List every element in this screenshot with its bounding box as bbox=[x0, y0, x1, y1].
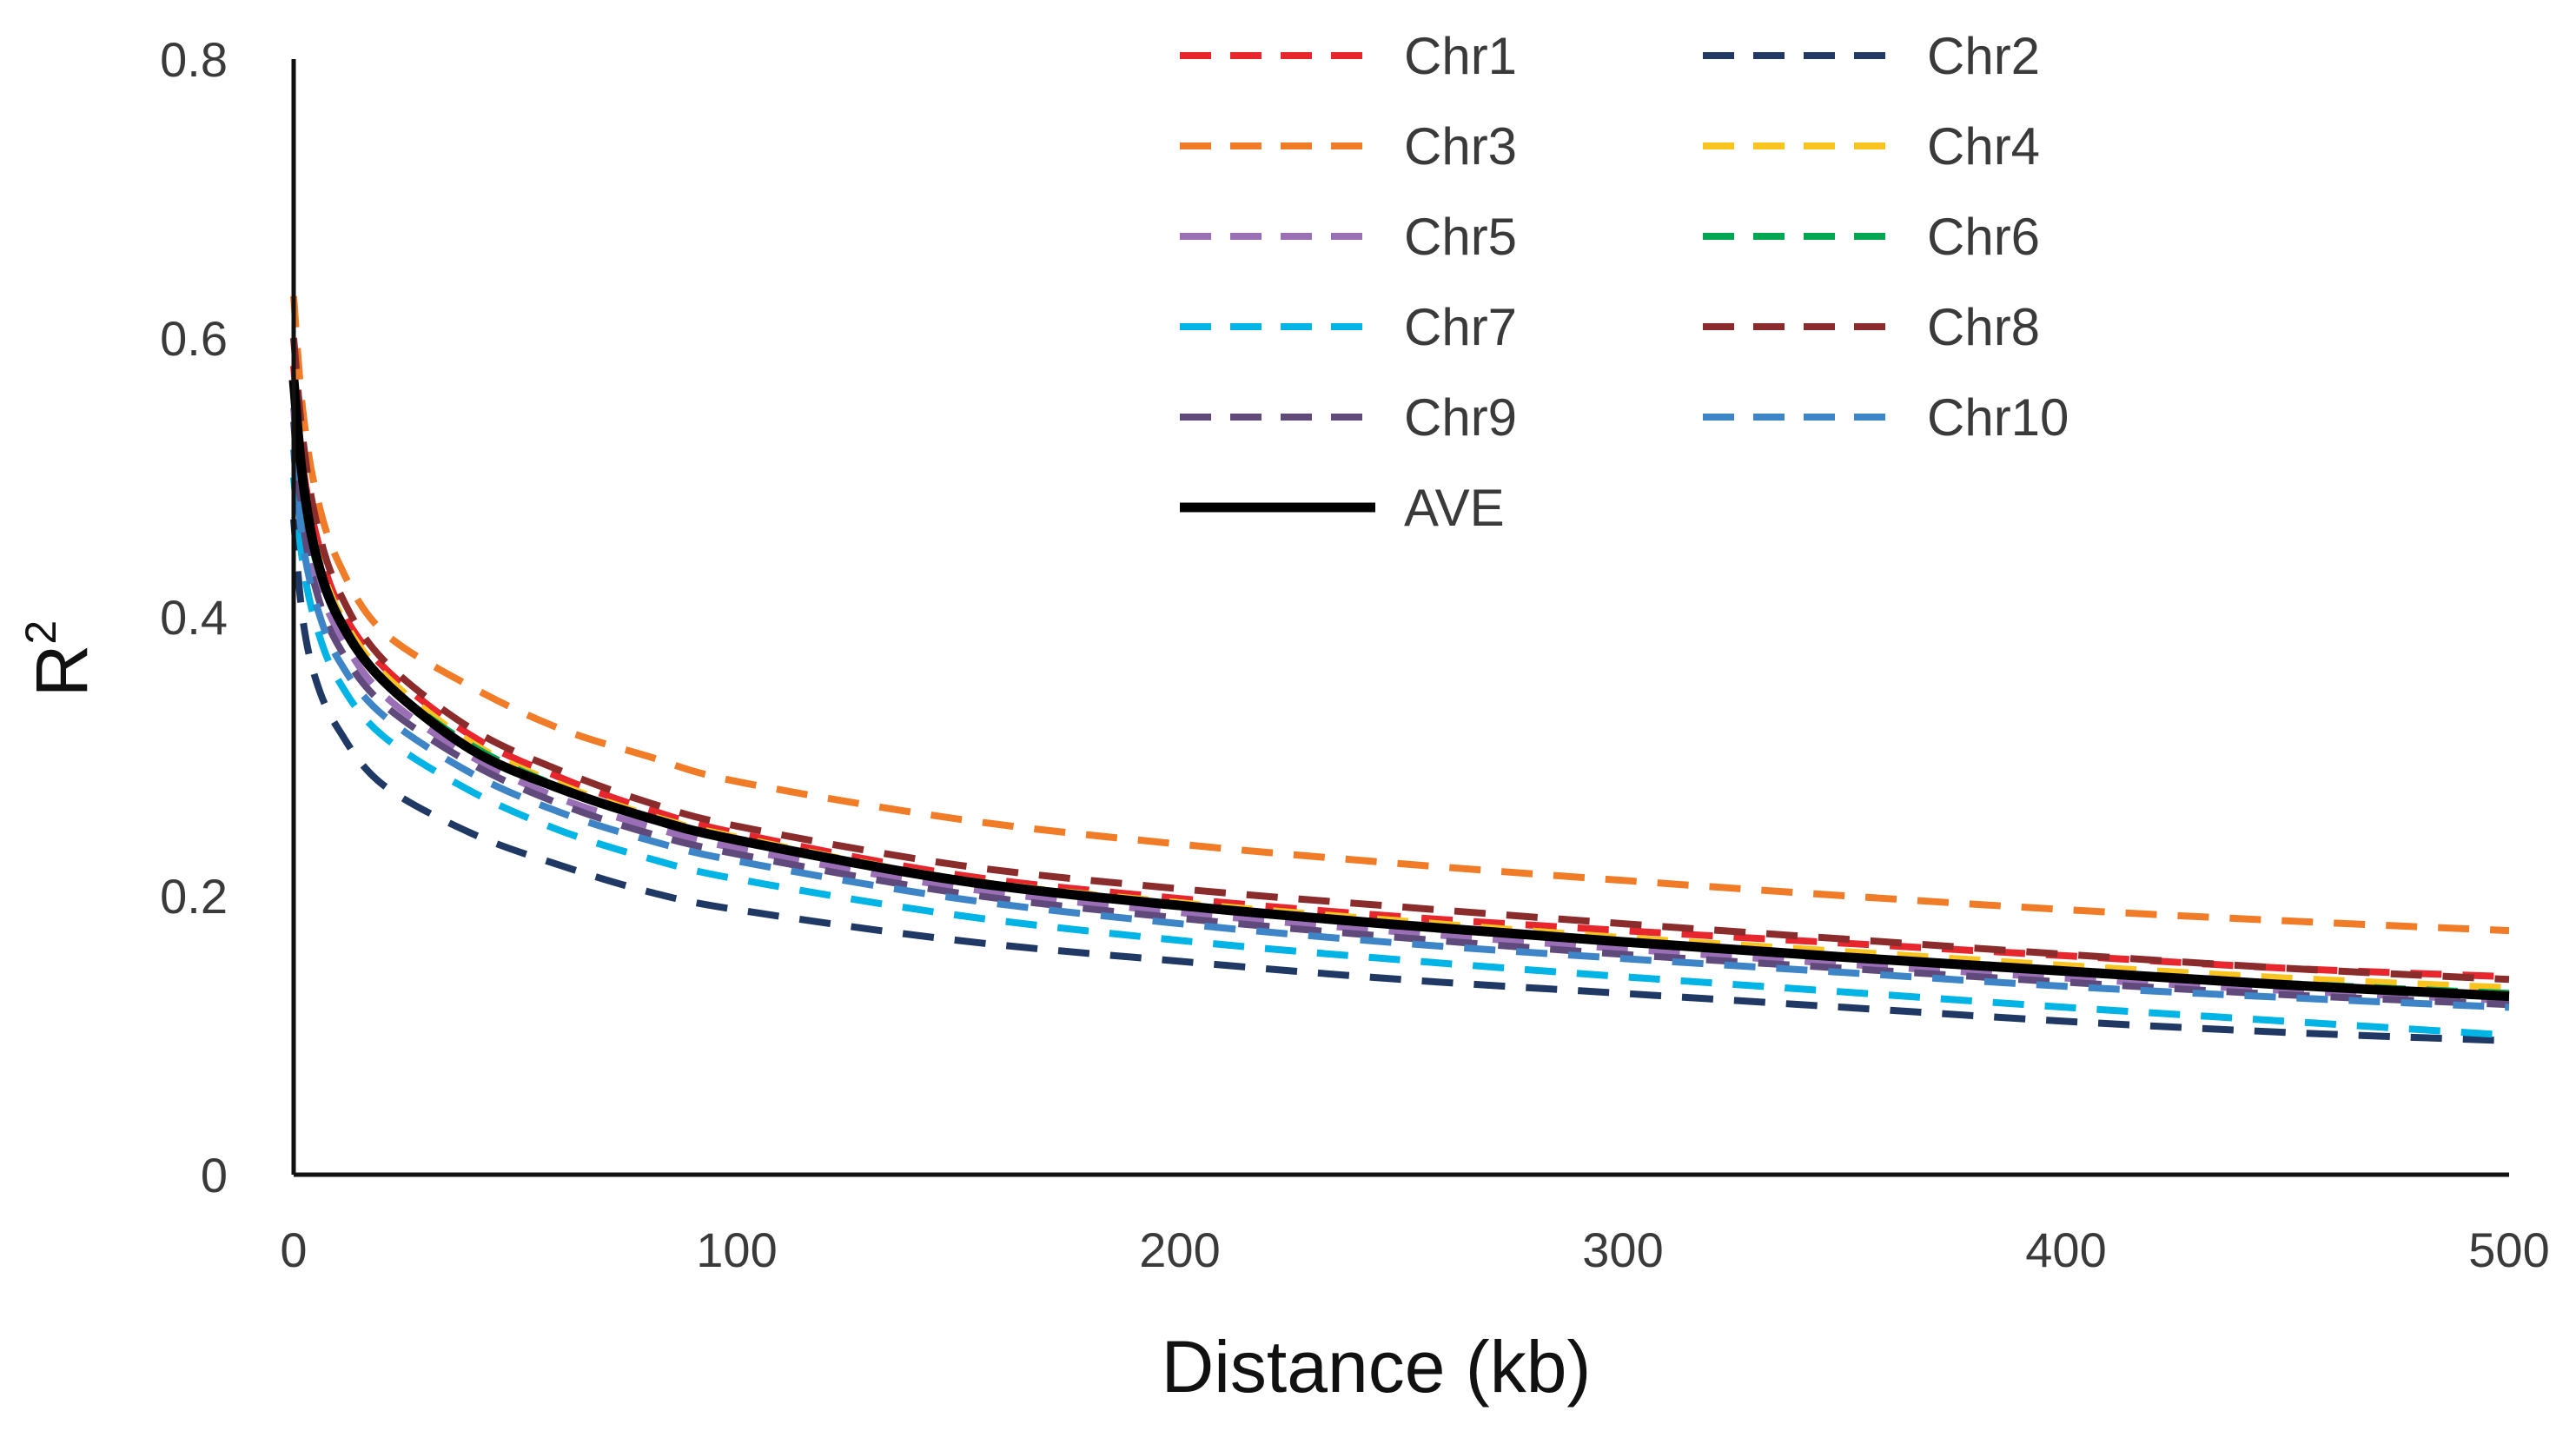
legend-label-chr10: Chr10 bbox=[1927, 388, 2069, 447]
y-tick-label: 0.2 bbox=[160, 869, 228, 924]
series-line-chr5 bbox=[290, 407, 2510, 1004]
series-line-chr6 bbox=[290, 393, 2510, 997]
y-axis-title: R bbox=[21, 645, 103, 698]
x-tick-labels: 0 100 200 300 400 500 bbox=[280, 1222, 2549, 1277]
legend-label-ave: AVE bbox=[1404, 479, 1505, 537]
legend-label-chr7: Chr7 bbox=[1404, 298, 1517, 356]
x-tick-label: 400 bbox=[2025, 1222, 2106, 1277]
x-tick-label: 0 bbox=[280, 1222, 307, 1277]
series-line-chr7 bbox=[290, 477, 2510, 1039]
x-tick-label: 300 bbox=[1582, 1222, 1663, 1277]
axes bbox=[291, 59, 2509, 1177]
legend-label-chr8: Chr8 bbox=[1927, 298, 2040, 356]
legend-label-chr9: Chr9 bbox=[1404, 388, 1517, 447]
series-line-chr4 bbox=[290, 379, 2510, 991]
series-line-chr8 bbox=[290, 337, 2510, 984]
plot-lines bbox=[288, 295, 2510, 1044]
legend-label-chr1: Chr1 bbox=[1404, 27, 1517, 85]
svg-text:R2: R2 bbox=[17, 620, 103, 697]
y-tick-label: 0.8 bbox=[160, 32, 228, 87]
y-tick-label: 0.6 bbox=[160, 311, 228, 366]
y-tick-label: 0 bbox=[201, 1148, 228, 1202]
series-line-chr3 bbox=[290, 295, 2510, 935]
legend-label-chr3: Chr3 bbox=[1404, 117, 1517, 176]
series-line-chr9 bbox=[290, 421, 2510, 1009]
x-tick-label: 100 bbox=[696, 1222, 777, 1277]
series-line-ave bbox=[288, 379, 2510, 1002]
series-line-chr10 bbox=[290, 449, 2510, 1011]
legend-label-chr5: Chr5 bbox=[1404, 208, 1517, 266]
series-line-chr2 bbox=[290, 519, 2510, 1044]
y-tick-labels: 0 0.2 0.4 0.6 0.8 bbox=[160, 32, 228, 1202]
x-tick-label: 500 bbox=[2468, 1222, 2549, 1277]
y-axis-title-superscript: 2 bbox=[17, 620, 65, 645]
legend-label-chr6: Chr6 bbox=[1927, 208, 2040, 266]
y-tick-label: 0.4 bbox=[160, 590, 228, 645]
x-tick-label: 200 bbox=[1139, 1222, 1220, 1277]
series-line-chr1 bbox=[290, 365, 2510, 981]
legend-label-chr2: Chr2 bbox=[1927, 27, 2040, 85]
legend: Chr1 Chr2 Chr3 Chr4 Chr5 Chr6 Chr7 Chr8 Chr9 Chr1… bbox=[1180, 27, 2069, 537]
legend-label-chr4: Chr4 bbox=[1927, 117, 2040, 176]
y-axis-title-group: R2 bbox=[17, 620, 103, 697]
x-axis-title: Distance (kb) bbox=[1162, 1326, 1592, 1408]
